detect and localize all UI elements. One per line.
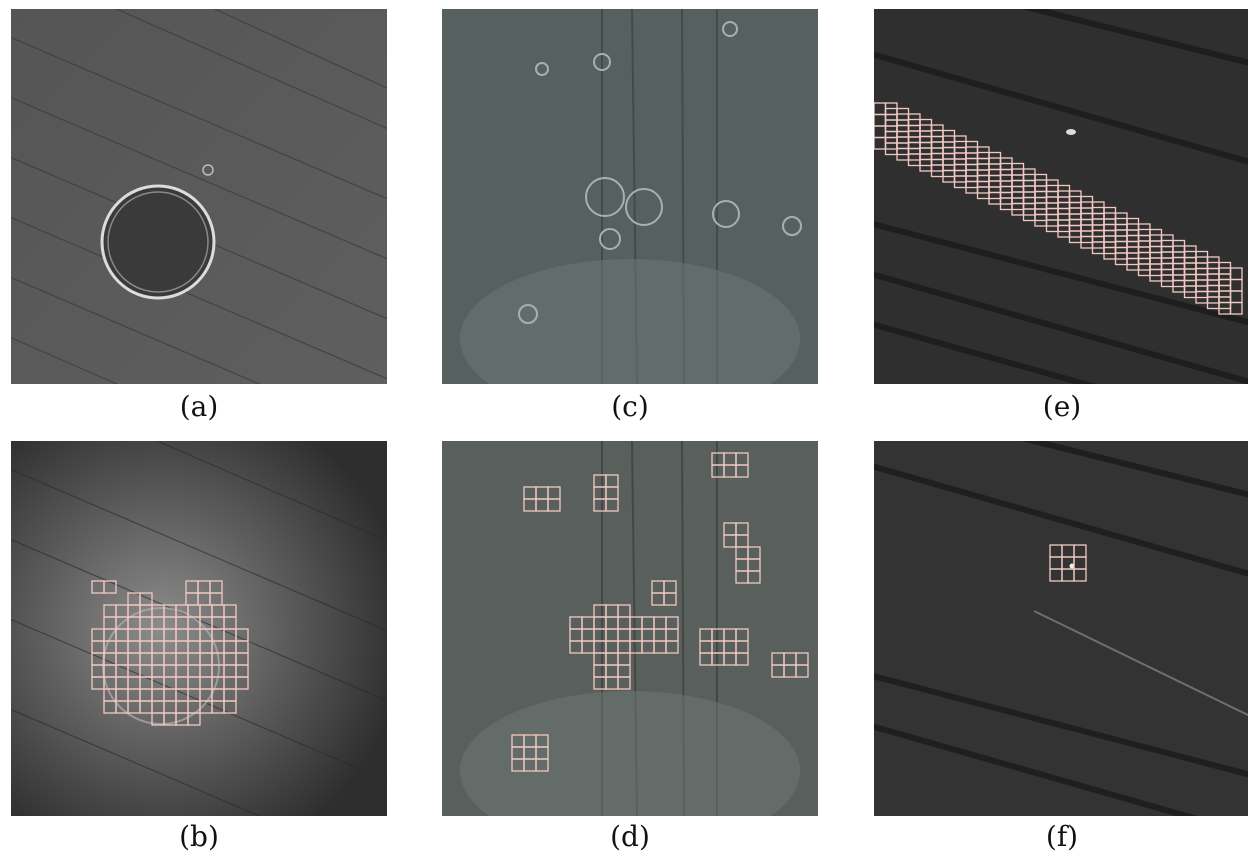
circular-defect <box>100 184 216 300</box>
caption-f: (f) <box>1045 820 1079 853</box>
defect-grid-overlay-f <box>1049 544 1087 582</box>
surface-image-a <box>11 9 387 384</box>
grid-cell <box>1229 301 1243 315</box>
defect-grid-overlay-d <box>511 452 809 772</box>
caption-b: (b) <box>179 820 219 853</box>
image-panel-e <box>874 9 1248 384</box>
grid-cell <box>665 640 679 654</box>
caption-e: (e) <box>1042 390 1082 423</box>
defect-grid-overlay-e <box>874 102 1243 315</box>
defect-grid-overlay-b <box>91 580 249 726</box>
grid-cell <box>663 592 677 606</box>
surface-image-b <box>11 441 387 816</box>
grid-cell <box>103 580 117 594</box>
surface-image-f <box>874 441 1248 816</box>
grid-cell <box>535 758 549 772</box>
image-panel-a <box>11 9 387 384</box>
surface-image-c <box>442 9 818 384</box>
grid-cell <box>795 664 809 678</box>
grid-cell <box>187 712 201 726</box>
caption-c: (c) <box>611 390 649 423</box>
caption-a: (a) <box>179 390 219 423</box>
grid-cell <box>223 700 237 714</box>
image-panel-d <box>442 441 818 816</box>
grid-cell <box>617 676 631 690</box>
caption-d: (d) <box>610 820 650 853</box>
image-panel-b <box>11 441 387 816</box>
grid-cell <box>605 498 619 512</box>
surface-image-e <box>874 9 1248 384</box>
grid-cell <box>735 652 749 666</box>
grid-cell <box>1073 568 1087 582</box>
grid-cell <box>735 464 749 478</box>
grid-cell <box>747 570 761 584</box>
grid-cell <box>235 676 249 690</box>
bubble-defects <box>518 21 802 324</box>
grid-cell <box>547 498 561 512</box>
surface-image-d <box>442 441 818 816</box>
image-panel-f <box>874 441 1248 816</box>
image-panel-c <box>442 9 818 384</box>
